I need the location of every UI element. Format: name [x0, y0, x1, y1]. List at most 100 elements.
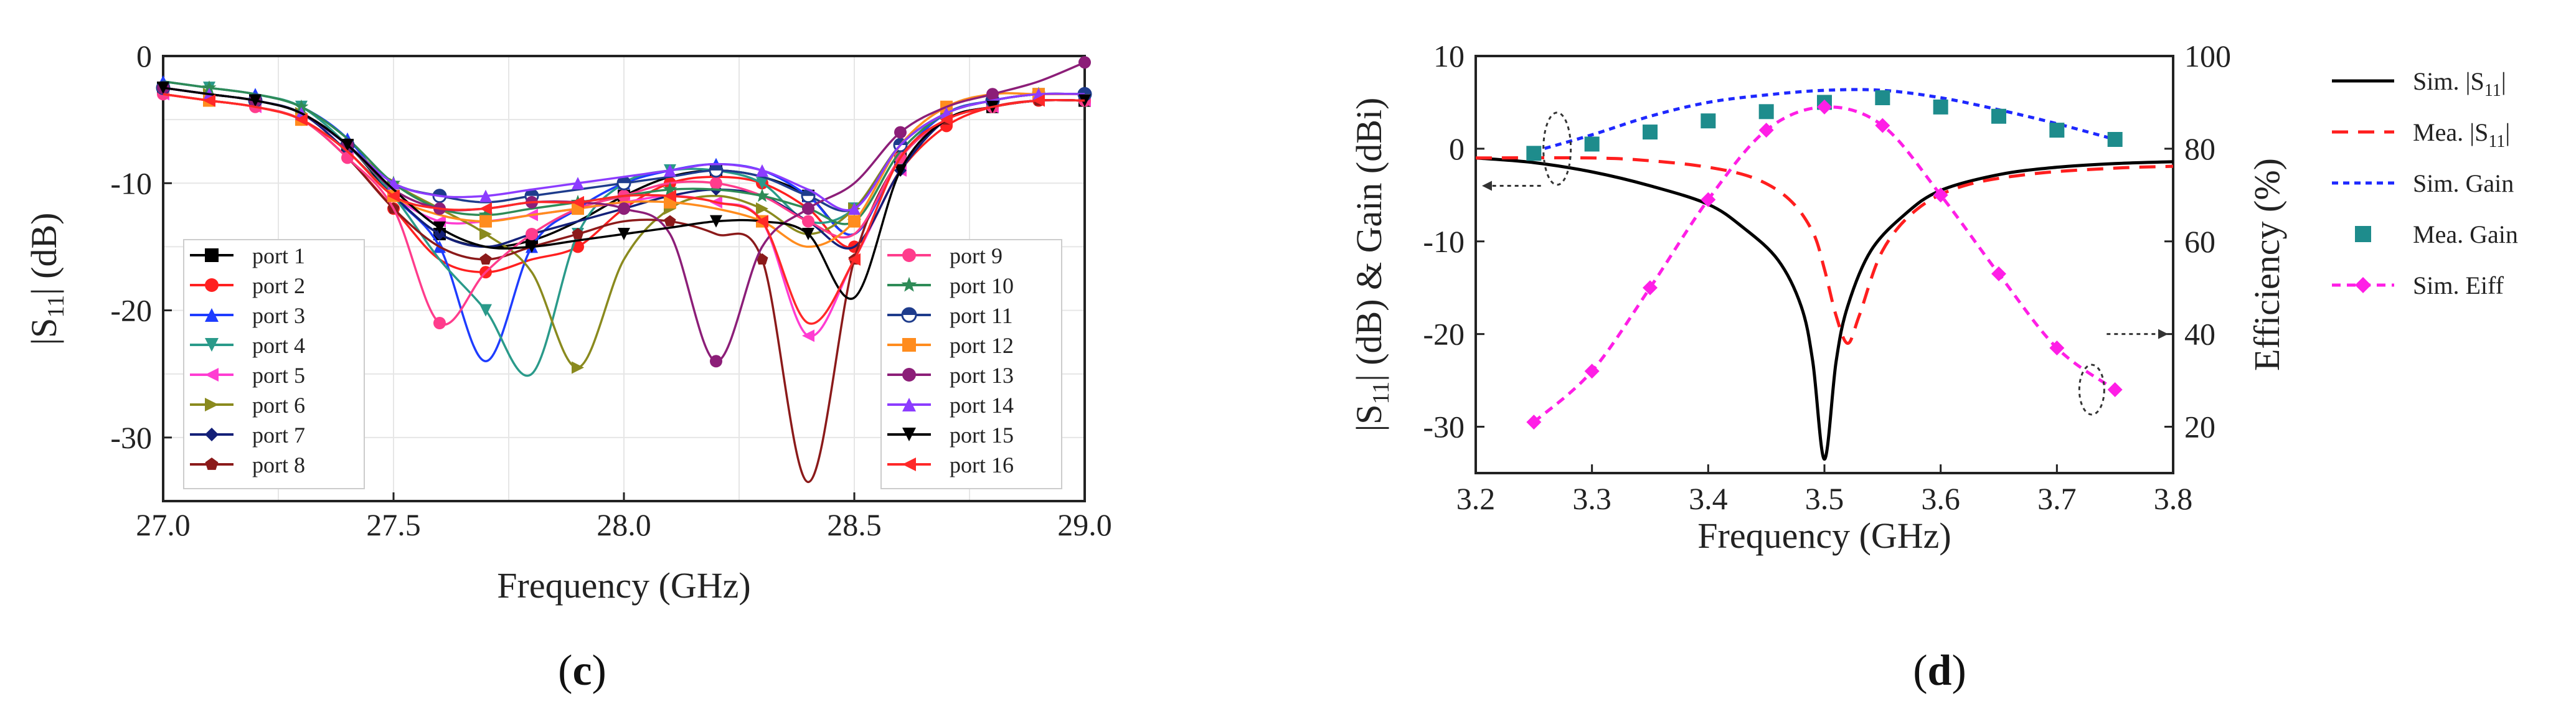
- d-legend-entry: Mea. Gain: [2355, 220, 2518, 248]
- c-data-point: [802, 329, 814, 342]
- d-series-Mea-S11-: [1475, 156, 2174, 345]
- d-legend-label-tail: |: [2501, 67, 2506, 95]
- c-legend-entry: port 10: [887, 273, 1014, 298]
- c-legend-entry: port 13: [887, 363, 1014, 388]
- c-x-tick-label: 27.0: [136, 507, 191, 542]
- c-legend-swatch-marker: [205, 338, 219, 352]
- d-data-point: [1701, 192, 1716, 207]
- c-data-point: [894, 126, 907, 139]
- c-series-group: [156, 56, 1092, 484]
- c-legend-label: port 9: [950, 243, 1003, 268]
- c-data-point: [202, 80, 217, 94]
- c-x-tick-label: 27.5: [366, 507, 421, 542]
- c-legend-swatch-marker: [902, 248, 916, 262]
- d-y-right-tick-label: 20: [2184, 410, 2215, 444]
- c-legend-entry: port 15: [887, 423, 1014, 448]
- d-x-tick-label: 3.6: [1921, 481, 1960, 516]
- c-legend-swatch-marker: [902, 368, 916, 382]
- c-x-axis-label: Frequency (GHz): [497, 565, 750, 606]
- c-data-point: [616, 176, 631, 190]
- d-series-line: [1475, 156, 2174, 345]
- c-series-port-16: [163, 93, 1085, 325]
- d-series-Sim-Eiff: [1526, 99, 2123, 430]
- c-data-point: [756, 164, 768, 177]
- c-legend-label: port 5: [252, 363, 305, 388]
- c-data-point: [709, 163, 724, 178]
- d-legend-label-sub: 11: [2484, 81, 2501, 100]
- d-legend-label-tail: |: [2505, 118, 2510, 146]
- d-y-left-tick-label: -20: [1423, 317, 1465, 352]
- c-data-point: [433, 228, 446, 240]
- d-y-axis-label-right: Efficiency (%): [2247, 158, 2287, 371]
- d-series-group: [1475, 88, 2174, 461]
- c-legend-label: port 2: [252, 273, 305, 298]
- panel-d: 3.2 3.3 3.4 3.5 3.6 3.7 3.8100-10-20-301008060…: [1349, 39, 2518, 695]
- c-legend-swatch-marker: [205, 398, 219, 411]
- c-data-point-fill: [433, 189, 446, 196]
- c-data-point: [1078, 56, 1091, 69]
- d-y-axis-label-left: |S11| (dB) & Gain (dBi): [1349, 98, 1394, 432]
- c-x-tick-label: 28.5: [827, 507, 882, 542]
- c-legend-swatch-marker: [205, 458, 219, 470]
- d-legend-swatch-marker: [2355, 226, 2371, 242]
- d-data-point: [1526, 146, 1542, 161]
- d-series-line: [1475, 156, 2174, 461]
- c-legend-label: port 6: [252, 393, 305, 418]
- d-left-axis-arrowhead: [1482, 181, 1492, 191]
- c-legend-label: port 8: [252, 453, 305, 477]
- c-data-point: [341, 139, 354, 151]
- c-data-point: [848, 215, 861, 228]
- c-legend-entry: port 11: [887, 303, 1013, 328]
- d-left-axis-ellipse: [1542, 111, 1572, 186]
- d-x-axis-label: Frequency (GHz): [1697, 515, 1951, 556]
- d-legend-entry: Mea. |S11|: [2332, 118, 2510, 151]
- c-data-point: [710, 177, 722, 190]
- panel-label-d: (d): [1913, 647, 1966, 695]
- d-data-point: [1933, 99, 1948, 115]
- d-data-point: [2049, 340, 2065, 355]
- c-legend-label: port 12: [950, 333, 1014, 358]
- d-data-point: [1933, 187, 1948, 203]
- c-data-point: [618, 202, 630, 215]
- c-data-point: [572, 177, 584, 190]
- c-y-tick-label: 0: [136, 39, 152, 73]
- c-x-tick-label: 29.0: [1057, 507, 1112, 542]
- c-y-axis-label: |S11| (dB): [24, 213, 69, 345]
- c-data-point: [157, 82, 169, 95]
- c-legend-entry: port 5: [190, 363, 305, 388]
- d-x-tick-label: 3.4: [1689, 481, 1728, 516]
- c-legend-swatch-marker: [205, 308, 219, 322]
- c-data-point: [663, 182, 677, 196]
- c-legend-entry: port 2: [190, 273, 305, 298]
- c-data-point-fill: [526, 189, 538, 196]
- d-data-point: [1817, 99, 1832, 115]
- c-data-point: [478, 207, 493, 222]
- c-data-point: [203, 94, 215, 107]
- c-legend-entry: port 16: [887, 453, 1014, 477]
- d-axis-annotations: [1482, 111, 2168, 416]
- c-y-tick-label: -20: [110, 293, 152, 328]
- c-data-point: [572, 228, 584, 240]
- d-legend-label-sub: 11: [2488, 132, 2505, 151]
- c-legend-label: port 14: [950, 393, 1014, 418]
- d-right-axis-ellipse: [2078, 364, 2105, 416]
- c-legend: port 1 port 2 port 3 port 4 port 5 port 6 port…: [183, 239, 1062, 489]
- c-legend-label: port 3: [252, 303, 305, 328]
- c-data-point: [572, 195, 584, 209]
- d-data-point: [1991, 266, 2006, 281]
- c-data-point: [433, 221, 446, 234]
- c-data-point: [479, 215, 492, 228]
- c-data-point: [1032, 94, 1045, 107]
- c-series-line: [163, 93, 1085, 325]
- c-data-point-fill: [1078, 88, 1091, 95]
- d-right-axis-arrowhead: [2158, 329, 2168, 339]
- d-data-point: [1584, 364, 1600, 379]
- d-data-point: [1875, 118, 1890, 133]
- c-data-point: [756, 177, 768, 190]
- d-data-point: [2107, 382, 2123, 397]
- d-data-point: [1758, 123, 1774, 138]
- c-data-point: [479, 228, 492, 240]
- c-data-point: [802, 202, 814, 215]
- d-legend-label: Sim. Gain: [2413, 169, 2514, 197]
